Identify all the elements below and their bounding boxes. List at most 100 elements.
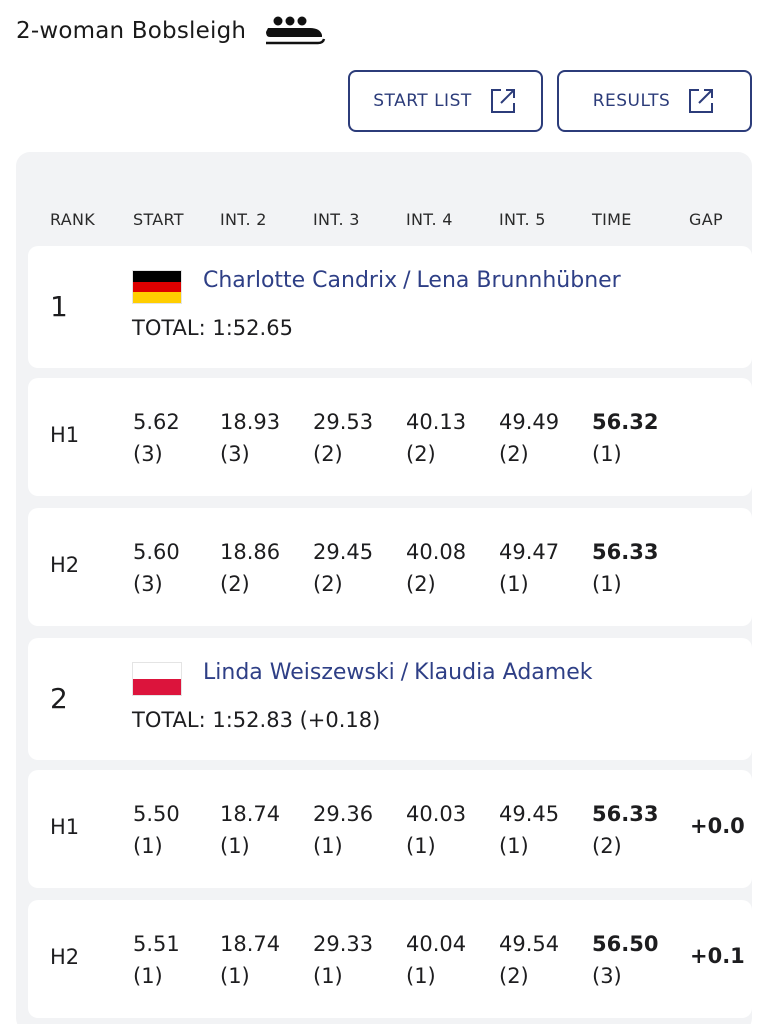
heat-label: H2: [50, 945, 80, 969]
heat-label: H2: [50, 553, 80, 577]
split-int2: 18.74 (1): [220, 928, 280, 992]
split-rank: (1): [592, 572, 622, 596]
split-value: 29.53: [313, 410, 374, 434]
split-rank: (2): [406, 442, 436, 466]
split-rank: (2): [313, 572, 343, 596]
split-rank: (1): [406, 964, 436, 988]
athlete-separator: /: [400, 660, 409, 685]
split-int2: 18.86 (2): [220, 536, 280, 600]
split-rank: (2): [499, 442, 529, 466]
rank-number: 2: [50, 682, 68, 715]
split-value: 5.50: [133, 802, 180, 826]
split-value: 5.62: [133, 410, 180, 434]
athlete-name-link[interactable]: Linda Weiszewski: [203, 660, 395, 685]
split-rank: (1): [133, 964, 163, 988]
total-time: TOTAL: 1:52.83 (+0.18): [132, 708, 381, 732]
split-value: 56.32: [592, 410, 659, 434]
event-header: 2-woman Bobsleigh: [16, 10, 326, 52]
split-value: 18.74: [220, 932, 281, 956]
athlete-name-link[interactable]: Charlotte Candrix: [203, 268, 398, 293]
split-int5: 49.54 (2): [499, 928, 559, 992]
start-list-button[interactable]: START LIST: [348, 70, 543, 132]
split-value: 5.60: [133, 540, 180, 564]
heat-row: H1 5.50 (1) 18.74 (1) 29.36 (1) 40.03 (1) 49…: [28, 770, 752, 888]
athlete-name-link[interactable]: Lena Brunnhübner: [416, 268, 621, 293]
split-int5: 49.49 (2): [499, 406, 559, 470]
event-title: 2-woman Bobsleigh: [16, 18, 247, 44]
split-int3: 29.45 (2): [313, 536, 373, 600]
split-rank: (1): [499, 834, 529, 858]
split-int3: 29.33 (1): [313, 928, 373, 992]
split-int2: 18.74 (1): [220, 798, 280, 862]
bobsleigh-icon: [262, 13, 326, 49]
split-value: 40.08: [406, 540, 467, 564]
split-rank: (2): [406, 572, 436, 596]
heat-row: H2 5.51 (1) 18.74 (1) 29.33 (1) 40.04 (1) 49…: [28, 900, 752, 1018]
heat-row: H2 5.60 (3) 18.86 (2) 29.45 (2) 40.08 (2) 49…: [28, 508, 752, 626]
split-int4: 40.08 (2): [406, 536, 466, 600]
results-panel: RANK START INT. 2 INT. 3 INT. 4 INT. 5 T…: [16, 152, 752, 1024]
split-value: 49.45: [499, 802, 560, 826]
split-rank: (1): [406, 834, 436, 858]
external-link-icon: [488, 86, 518, 116]
split-start: 5.60 (3): [133, 536, 180, 600]
split-rank: (1): [592, 442, 622, 466]
split-start: 5.51 (1): [133, 928, 180, 992]
split-rank: (3): [220, 442, 250, 466]
athlete-name-link[interactable]: Klaudia Adamek: [414, 660, 593, 685]
split-rank: (2): [313, 442, 343, 466]
column-header-time: TIME: [592, 210, 632, 229]
split-start: 5.50 (1): [133, 798, 180, 862]
split-int4: 40.03 (1): [406, 798, 466, 862]
split-value: 18.86: [220, 540, 281, 564]
split-rank: (1): [220, 964, 250, 988]
heat-row: H1 5.62 (3) 18.93 (3) 29.53 (2) 40.13 (2) 49…: [28, 378, 752, 496]
split-int5: 49.47 (1): [499, 536, 559, 600]
split-value: 40.13: [406, 410, 467, 434]
team-row[interactable]: 1 Charlotte Candrix / Lena Brunnhübner TOT…: [28, 246, 752, 368]
start-list-label: START LIST: [373, 91, 472, 111]
heat-label: H1: [50, 815, 80, 839]
split-int4: 40.04 (1): [406, 928, 466, 992]
split-value: 40.04: [406, 932, 467, 956]
poland-flag: [132, 662, 182, 696]
total-time: TOTAL: 1:52.65: [132, 316, 293, 340]
heat-time: 56.32 (1): [592, 406, 658, 470]
column-header-start: START: [133, 210, 184, 229]
split-value: 49.49: [499, 410, 560, 434]
split-rank: (1): [499, 572, 529, 596]
split-value: 18.93: [220, 410, 281, 434]
split-value: 56.50: [592, 932, 659, 956]
column-header-int2: INT. 2: [220, 210, 267, 229]
column-header-rank: RANK: [50, 210, 96, 229]
germany-flag: [132, 270, 182, 304]
split-value: 29.36: [313, 802, 374, 826]
split-int5: 49.45 (1): [499, 798, 559, 862]
external-link-icon: [686, 86, 716, 116]
split-rank: (3): [133, 442, 163, 466]
split-start: 5.62 (3): [133, 406, 180, 470]
team-row[interactable]: 2 Linda Weiszewski / Klaudia Adamek TOTAL:…: [28, 638, 752, 760]
split-rank: (3): [592, 964, 622, 988]
results-button[interactable]: RESULTS: [557, 70, 752, 132]
split-value: 40.03: [406, 802, 467, 826]
split-rank: (1): [133, 834, 163, 858]
split-rank: (1): [313, 834, 343, 858]
heat-gap: +0.0: [690, 814, 745, 838]
split-value: 5.51: [133, 932, 180, 956]
split-rank: (1): [313, 964, 343, 988]
column-header-int5: INT. 5: [499, 210, 546, 229]
column-header-gap: GAP: [689, 210, 723, 229]
split-int3: 29.53 (2): [313, 406, 373, 470]
split-value: 56.33: [592, 540, 659, 564]
split-rank: (3): [133, 572, 163, 596]
split-int4: 40.13 (2): [406, 406, 466, 470]
split-value: 29.33: [313, 932, 374, 956]
split-rank: (1): [220, 834, 250, 858]
split-int2: 18.93 (3): [220, 406, 280, 470]
column-header-int4: INT. 4: [406, 210, 453, 229]
split-rank: (2): [499, 964, 529, 988]
split-value: 56.33: [592, 802, 659, 826]
team-athletes: Charlotte Candrix / Lena Brunnhübner: [203, 268, 621, 293]
heat-gap: +0.1: [690, 944, 745, 968]
